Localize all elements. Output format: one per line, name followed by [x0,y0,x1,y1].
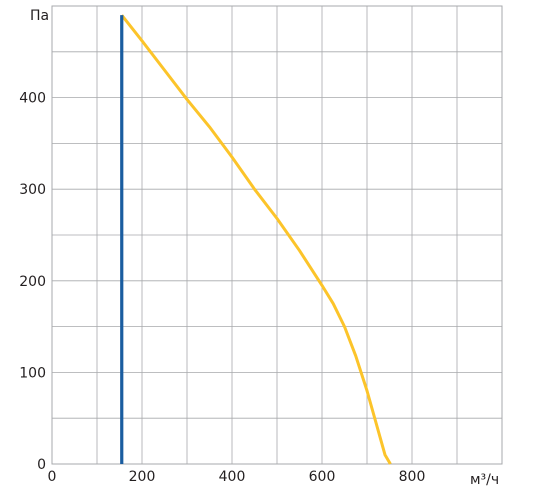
y-tick-label: 100 [19,365,46,381]
x-tick-labels: 0 200 400 600 800 [48,469,426,485]
x-axis-unit: м³/ч [470,472,499,488]
grid [52,6,502,464]
y-tick-label: 200 [19,274,46,290]
x-tick-label: 0 [48,469,57,485]
x-tick-label: 800 [399,469,426,485]
y-tick-label: 0 [37,457,46,473]
x-tick-label: 200 [129,469,156,485]
y-tick-labels: 0 100 200 300 400 [19,91,46,473]
y-axis-unit: Па [30,8,49,24]
y-tick-label: 300 [19,182,46,198]
fan-curve-line [120,14,392,465]
x-tick-label: 600 [309,469,336,485]
x-tick-label: 400 [219,469,246,485]
plot-frame [51,5,503,465]
series-layer [120,14,392,465]
y-tick-label: 400 [19,91,46,107]
